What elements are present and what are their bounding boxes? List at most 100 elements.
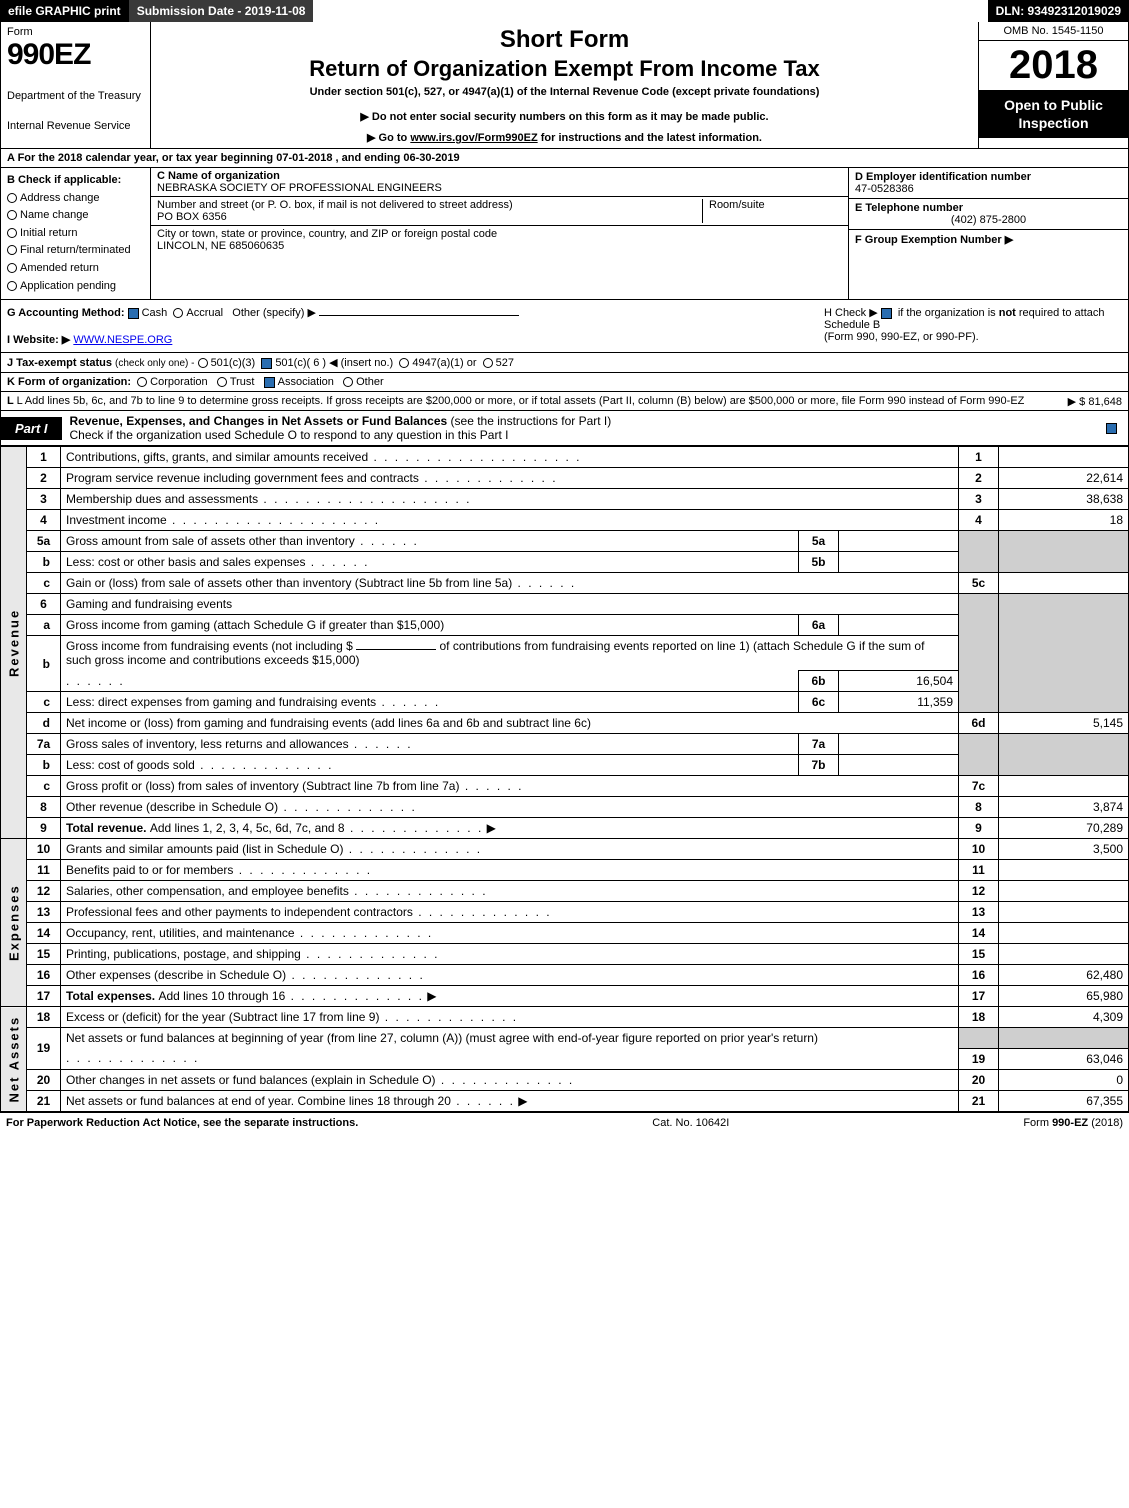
- line-17: 17 Total expenses. Add lines 10 through …: [1, 986, 1129, 1007]
- short-form-title: Short Form: [161, 26, 968, 54]
- open-public-inspection: Open to Public Inspection: [979, 90, 1128, 138]
- top-bar: efile GRAPHIC print Submission Date - 20…: [0, 0, 1129, 22]
- e-phone-val: (402) 875-2800: [855, 214, 1122, 226]
- fundraising-amount-input[interactable]: [356, 649, 436, 650]
- chk-amended-return[interactable]: Amended return: [7, 260, 144, 278]
- chk-accrual[interactable]: [173, 308, 183, 318]
- col-b-title: B Check if applicable:: [7, 172, 144, 190]
- row-k-org-form: K Form of organization: Corporation Trus…: [0, 373, 1129, 392]
- part-1-tab: Part I: [1, 417, 62, 440]
- chk-cash[interactable]: [128, 308, 139, 319]
- part-1-title: Revenue, Expenses, and Changes in Net As…: [62, 411, 1106, 445]
- f-group-label: F Group Exemption Number ▶: [855, 234, 1013, 246]
- g-accounting: G Accounting Method: Cash Accrual Other …: [1, 300, 818, 352]
- l-text: L Add lines 5b, 6c, and 7b to line 9 to …: [17, 395, 1025, 407]
- goto-pre: ▶ Go to: [367, 132, 410, 144]
- chk-initial-return[interactable]: Initial return: [7, 225, 144, 243]
- tax-year: 2018: [979, 41, 1128, 90]
- chk-501c[interactable]: [261, 358, 272, 369]
- line-10: Expenses 10 Grants and similar amounts p…: [1, 839, 1129, 860]
- irs-link[interactable]: www.irs.gov/Form990EZ: [410, 132, 537, 144]
- header-center: Short Form Return of Organization Exempt…: [151, 22, 978, 148]
- page-footer: For Paperwork Reduction Act Notice, see …: [0, 1112, 1129, 1133]
- top-spacer: [313, 0, 987, 22]
- footer-left: For Paperwork Reduction Act Notice, see …: [6, 1117, 358, 1129]
- line-18: Net Assets 18 Excess or (deficit) for th…: [1, 1007, 1129, 1028]
- row-a-mid: , and ending: [336, 152, 404, 164]
- line-7a: 7a Gross sales of inventory, less return…: [1, 734, 1129, 755]
- line-12: 12 Salaries, other compensation, and emp…: [1, 881, 1129, 902]
- d-ein-label: D Employer identification number: [855, 171, 1122, 183]
- c-street-label: Number and street (or P. O. box, if mail…: [157, 199, 702, 211]
- section-revenue: Revenue: [1, 447, 27, 839]
- c-name-row: C Name of organization NEBRASKA SOCIETY …: [151, 168, 848, 197]
- line-15: 15 Printing, publications, postage, and …: [1, 944, 1129, 965]
- line-14: 14 Occupancy, rent, utilities, and maint…: [1, 923, 1129, 944]
- return-title: Return of Organization Exempt From Incom…: [161, 56, 968, 82]
- c-city-label: City or town, state or province, country…: [157, 228, 842, 240]
- chk-address-change[interactable]: Address change: [7, 190, 144, 208]
- form-word: Form: [7, 26, 144, 38]
- chk-name-change[interactable]: Name change: [7, 207, 144, 225]
- chk-schedule-b[interactable]: [881, 308, 892, 319]
- under-section: Under section 501(c), 527, or 4947(a)(1)…: [161, 86, 968, 98]
- h-schedule-b: H Check ▶ if the organization is not req…: [818, 300, 1128, 352]
- ssn-warning: ▶ Do not enter social security numbers o…: [161, 110, 968, 123]
- line-1: Revenue 1 Contributions, gifts, grants, …: [1, 447, 1129, 468]
- line-13: 13 Professional fees and other payments …: [1, 902, 1129, 923]
- dept-treasury: Department of the Treasury: [7, 90, 144, 102]
- chk-other-org[interactable]: [343, 377, 353, 387]
- line-7c: c Gross profit or (loss) from sales of i…: [1, 776, 1129, 797]
- goto-line: ▶ Go to www.irs.gov/Form990EZ for instru…: [161, 131, 968, 144]
- f-group-row: F Group Exemption Number ▶: [849, 230, 1128, 299]
- d-ein-row: D Employer identification number 47-0528…: [849, 168, 1128, 199]
- form-number: 990EZ: [7, 38, 144, 72]
- line-19-b: 19 63,046: [1, 1048, 1129, 1069]
- e-phone-row: E Telephone number (402) 875-2800: [849, 199, 1128, 230]
- chk-501c3[interactable]: [198, 358, 208, 368]
- c-room-label: Room/suite: [709, 199, 842, 211]
- line-6: 6 Gaming and fundraising events: [1, 594, 1129, 615]
- chk-4947[interactable]: [399, 358, 409, 368]
- line-6d: d Net income or (loss) from gaming and f…: [1, 713, 1129, 734]
- part-1-checkbox[interactable]: [1106, 421, 1128, 435]
- g-label: G Accounting Method:: [7, 307, 125, 319]
- header-left: Form 990EZ Department of the Treasury In…: [1, 22, 151, 148]
- col-def: D Employer identification number 47-0528…: [848, 168, 1128, 299]
- efile-print-label[interactable]: efile GRAPHIC print: [0, 0, 129, 22]
- d-ein-val: 47-0528386: [855, 183, 1122, 195]
- website-link[interactable]: WWW.NESPE.ORG: [73, 334, 172, 346]
- row-a-tax-year: A For the 2018 calendar year, or tax yea…: [0, 149, 1129, 168]
- line-5a: 5a Gross amount from sale of assets othe…: [1, 531, 1129, 552]
- part-1-table: Revenue 1 Contributions, gifts, grants, …: [0, 446, 1129, 1112]
- org-name: NEBRASKA SOCIETY OF PROFESSIONAL ENGINEE…: [157, 182, 842, 194]
- col-c-org-info: C Name of organization NEBRASKA SOCIETY …: [151, 168, 848, 299]
- org-street: PO BOX 6356: [157, 211, 702, 223]
- line-20: 20 Other changes in net assets or fund b…: [1, 1069, 1129, 1090]
- chk-association[interactable]: [264, 377, 275, 388]
- j-label: J Tax-exempt status: [7, 357, 112, 369]
- header-right: OMB No. 1545-1150 2018 Open to Public In…: [978, 22, 1128, 148]
- i-label: I Website: ▶: [7, 334, 70, 346]
- line-2: 2 Program service revenue including gove…: [1, 468, 1129, 489]
- line-3: 3 Membership dues and assessments 3 38,6…: [1, 489, 1129, 510]
- tax-year-begin: 07-01-2018: [276, 152, 332, 164]
- line-21: 21 Net assets or fund balances at end of…: [1, 1090, 1129, 1111]
- col-b-checkboxes: B Check if applicable: Address change Na…: [1, 168, 151, 299]
- footer-mid: Cat. No. 10642I: [652, 1117, 729, 1129]
- chk-trust[interactable]: [217, 377, 227, 387]
- chk-final-return[interactable]: Final return/terminated: [7, 242, 144, 260]
- c-street-row: Number and street (or P. O. box, if mail…: [151, 197, 848, 226]
- e-phone-label: E Telephone number: [855, 202, 1122, 214]
- chk-527[interactable]: [483, 358, 493, 368]
- chk-corporation[interactable]: [137, 377, 147, 387]
- line-11: 11 Benefits paid to or for members 11: [1, 860, 1129, 881]
- form-header: Form 990EZ Department of the Treasury In…: [0, 22, 1129, 149]
- submission-date: Submission Date - 2019-11-08: [129, 0, 314, 22]
- section-expenses: Expenses: [1, 839, 27, 1007]
- l-amount: ▶ $ 81,648: [1068, 395, 1122, 408]
- goto-post: for instructions and the latest informat…: [541, 132, 762, 144]
- g-other-input[interactable]: [319, 315, 519, 316]
- line-19-a: 19 Net assets or fund balances at beginn…: [1, 1028, 1129, 1049]
- chk-application-pending[interactable]: Application pending: [7, 278, 144, 296]
